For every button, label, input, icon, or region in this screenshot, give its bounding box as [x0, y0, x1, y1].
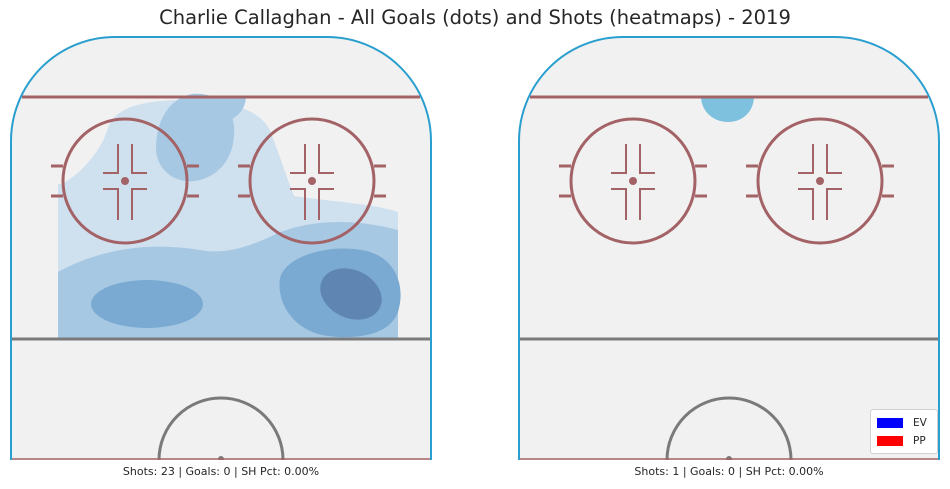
heat-level-2c	[194, 96, 246, 122]
legend-item-ev: EV	[877, 417, 927, 429]
shot-heatmap	[58, 93, 401, 338]
heat-level-2	[701, 96, 754, 122]
boards	[518, 36, 940, 460]
faceoff-circle-left	[51, 117, 199, 245]
rink-markings	[11, 95, 431, 460]
rink-markings	[519, 95, 939, 460]
rink-right	[518, 36, 940, 460]
rink-panel-right	[518, 36, 940, 460]
faceoff-circle-right	[238, 117, 386, 245]
center-circle	[157, 396, 285, 460]
legend-label-ev: EV	[913, 417, 927, 429]
rink-panel-left	[10, 36, 432, 460]
heat-level-3	[91, 280, 203, 328]
chart-title: Charlie Callaghan - All Goals (dots) and…	[159, 6, 791, 29]
boards	[10, 36, 432, 460]
rink-left	[10, 36, 432, 460]
heat-level-4	[320, 268, 382, 320]
stats-caption-left: Shots: 23 | Goals: 0 | SH Pct: 0.00%	[122, 465, 320, 478]
faceoff-circle-right	[746, 117, 894, 245]
shot-heatmap	[701, 96, 754, 122]
rink-surface	[519, 37, 939, 460]
stats-caption-right: Shots: 1 | Goals: 0 | SH Pct: 0.00%	[634, 465, 824, 478]
legend-swatch-ev	[877, 418, 903, 428]
legend-item-pp: PP	[877, 435, 926, 447]
faceoff-circle-left	[559, 117, 707, 245]
legend: EV PP	[870, 409, 938, 454]
center-circle	[665, 396, 793, 460]
legend-swatch-pp	[877, 436, 903, 446]
legend-label-pp: PP	[913, 435, 926, 447]
